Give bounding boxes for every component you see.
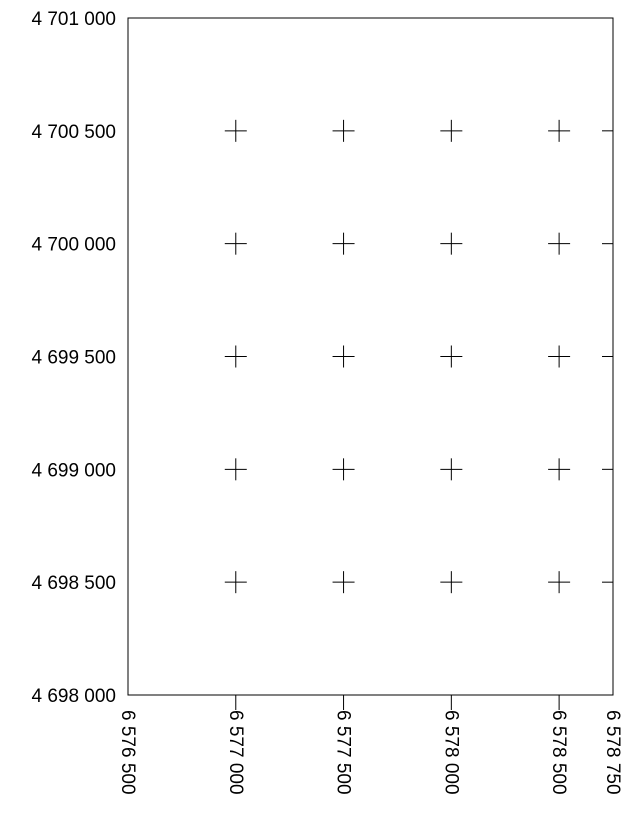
grid-cross	[440, 119, 463, 142]
grid-cross	[548, 232, 571, 255]
grid-cross	[440, 571, 463, 594]
y-tick-label: 4 699 500	[31, 348, 116, 369]
grid-cross	[224, 119, 247, 142]
x-tick-label: 6 578 750	[602, 710, 621, 795]
y-tick-label: 4 698 500	[31, 573, 116, 594]
y-tick-label: 4 700 500	[31, 122, 116, 143]
grid-cross	[440, 458, 463, 481]
map-frame	[127, 17, 614, 696]
grid-cross	[224, 458, 247, 481]
grid-cross	[332, 232, 355, 255]
y-tick-label: 4 698 000	[31, 686, 116, 707]
x-tick-label: 6 578 000	[440, 710, 461, 795]
grid-cross	[548, 345, 571, 368]
x-tick-label: 6 577 000	[225, 710, 246, 795]
grid-cross	[332, 119, 355, 142]
y-tick-label: 4 701 000	[31, 9, 116, 30]
grid-cross	[224, 571, 247, 594]
grid-cross	[224, 345, 247, 368]
grid-cross	[224, 232, 247, 255]
grid-cross	[332, 571, 355, 594]
grid-cross	[440, 345, 463, 368]
x-tick-label: 6 576 500	[117, 710, 138, 795]
grid-cross	[332, 458, 355, 481]
x-tick-label: 6 578 500	[548, 710, 569, 795]
y-axis-labels: 4 701 000 4 700 500 4 700 000 4 699 500 4 69…	[31, 9, 116, 707]
grid-crosses	[224, 119, 571, 594]
grid-cross	[548, 458, 571, 481]
x-axis-labels: 6 576 500 6 577 000 6 577 500 6 578 000 6 57…	[117, 710, 621, 795]
y-tick-label: 4 700 000	[31, 235, 116, 256]
grid-cross	[440, 232, 463, 255]
grid-cross	[332, 345, 355, 368]
grid-cross	[548, 571, 571, 594]
x-tick-label: 6 577 500	[333, 710, 354, 795]
y-tick-label: 4 699 000	[31, 460, 116, 481]
tick-marks	[235, 130, 613, 710]
grid-cross	[548, 119, 571, 142]
